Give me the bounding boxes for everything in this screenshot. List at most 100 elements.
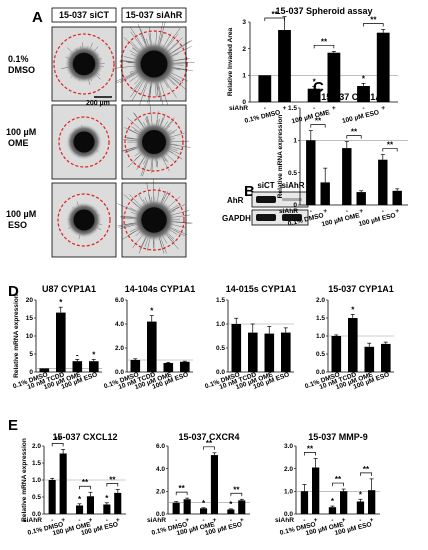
y-axis-label: Relative mRNA expression [13,294,20,378]
significance-bracket-label: ** [272,10,279,19]
y-tick-label: 1.5 [288,105,297,112]
bar [357,86,370,102]
group-label: 100 µM ESO [358,212,396,228]
significance-bracket-label: ** [363,465,370,474]
chart-spheroid-assay: 15-037 Spheroid assay Relative Invaded Ar… [227,6,398,125]
column-header-siahr: 15-037 siAhR [126,10,183,20]
bar [130,360,141,372]
y-tick-label: 0 [293,202,297,209]
chart-c-15037-cyp1a1: 15-037 CYP1A1 Relative mRNA expression 0 0.… [277,92,408,228]
significance-bracket-label: ** [335,475,342,484]
invasion-boundary-circle [53,33,115,95]
bar [248,332,258,372]
y-tick-label: 0.0 [32,511,41,518]
bar [392,190,402,205]
bar [147,321,157,372]
micrograph-border [121,182,187,258]
bar [356,192,366,205]
sirna-mark: + [116,517,120,524]
invasion-boundary-circle [57,193,111,247]
bar [183,499,191,514]
significance-bracket-label: ** [321,37,328,46]
significance-marker: * [59,298,63,307]
bar [328,507,337,514]
significance-bracket [264,17,285,21]
significance-bracket-label: ** [351,128,358,137]
sirna-mark: + [314,517,318,524]
bar [86,496,94,514]
bar [72,361,83,372]
invasion-boundary-circle [58,116,110,168]
sirna-mark: - [346,208,348,215]
sirna-mark: - [382,208,384,215]
y-tick-label: 0.0 [156,511,165,518]
panel-label-b: B [244,183,255,200]
row-label-dmso-line1: 0.1% [8,54,29,64]
column-header-sict: 15-037 siCT [59,10,110,20]
y-tick-label: 1 [242,73,246,80]
micrograph-border [51,182,117,258]
sirna-mark: + [89,517,93,524]
y-tick-label: 1.5 [32,460,41,467]
panel-label-a: A [32,9,43,26]
significance-bracket-label: ** [315,117,322,126]
significance-bracket-label: ** [233,485,240,494]
group-label: 0.1% DMSO [244,109,281,125]
sirna-row-label: siAhR [229,105,248,112]
significance-bracket [175,491,188,496]
spheroid-core [142,130,166,154]
chart-title: 14-015s CYP1A1 [226,284,297,294]
bar [306,140,316,205]
y-tick-label: 0.0 [284,511,293,518]
sirna-mark: + [323,208,327,215]
sirna-mark: - [175,517,177,524]
bar [300,491,309,514]
significance-bracket [79,485,91,490]
bar [56,312,66,372]
y-tick-label: 1.0 [216,321,225,328]
y-tick-label: 0.5 [32,494,41,501]
bar [76,505,84,514]
bar [180,361,190,372]
significance-bracket-label: ** [109,476,116,485]
y-tick-label: 0.0 [216,369,225,376]
bar [312,467,320,514]
y-axis-label: Relative mRNA expression [277,115,284,199]
row-label-eso-line2: ESO [8,220,27,230]
significance-bracket [360,472,372,476]
y-tick-label: 2.0 [316,297,325,304]
y-tick-label: 0.5 [288,170,297,177]
y-tick-label: 1 [293,138,297,145]
y-tick-label: 2.0 [156,489,165,496]
sirna-mark: - [310,208,312,215]
bar [59,453,67,514]
chart-title: 15-037 CYP1A1 [328,284,394,294]
panel-a-row-labels: 0.1% DMSO 100 µM OME 100 µM ESO [6,54,36,230]
y-tick-label: 4.0 [156,466,165,473]
significance-marker: * [229,500,233,509]
significance-marker: * [362,74,366,83]
bar [378,159,388,205]
invasion-boundary-circle [123,189,185,251]
y-tick-label: 3 [242,19,246,26]
bar [281,332,291,372]
significance-bracket [304,452,316,456]
sirna-mark: - [51,517,53,524]
significance-bracket [313,44,335,49]
sirna-mark: - [106,517,108,524]
bar [381,343,391,372]
y-tick-label: 3.0 [284,443,293,450]
bar [39,368,50,372]
sirna-row-label: siAhR [147,517,166,524]
sirna-mark: + [61,517,65,524]
bar [278,30,291,102]
panel-b-western-blot: siCT siAhR AhR GAPDH [222,181,309,226]
significance-bracket [346,135,362,139]
significance-bracket [203,446,215,450]
sirna-mark: + [213,517,217,524]
